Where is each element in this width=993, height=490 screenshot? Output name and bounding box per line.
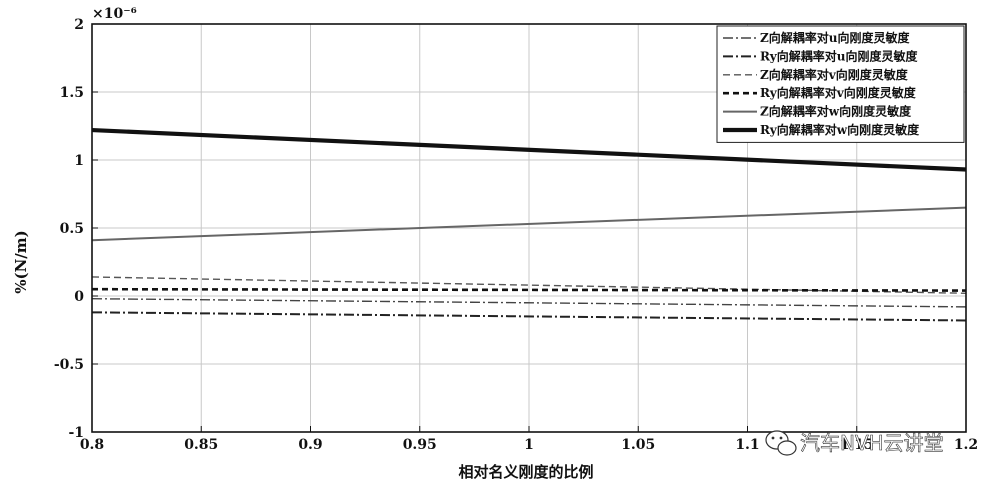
y-tick-label: 1 bbox=[74, 153, 84, 169]
legend-label-6: Ry向解耦率对w向刚度灵敏度 bbox=[760, 122, 920, 137]
series-line-2 bbox=[91, 311, 967, 322]
x-tick-label: 0.8 bbox=[80, 437, 104, 453]
x-tick-label: 1.1 bbox=[735, 437, 759, 453]
legend-label-1: Z向解耦率对u向刚度灵敏度 bbox=[760, 30, 910, 45]
x-tick-label: 1.15 bbox=[840, 437, 874, 453]
y-tick-label: -0.5 bbox=[54, 357, 84, 373]
plot-area: 0.8 0.85 0.9 0.95 1 1.05 1.1 1.15 1.2 -1 -0.5 0 0.5 1… bbox=[54, 17, 978, 453]
x-tick-label: 0.85 bbox=[184, 437, 218, 453]
series-line-6 bbox=[91, 127, 967, 172]
y-tick-label: 1.5 bbox=[60, 85, 84, 101]
x-tick-label: 1 bbox=[524, 437, 534, 453]
x-tick-label: 0.9 bbox=[298, 437, 322, 453]
y-tick-label: 2 bbox=[74, 17, 84, 33]
y-exponent-label: ×10⁻⁶ bbox=[92, 6, 137, 22]
watermark: 汽车NVH云讲堂 bbox=[765, 430, 944, 456]
y-tick-label: -1 bbox=[68, 425, 84, 441]
x-axis-title: 相对名义刚度的比例 bbox=[458, 463, 593, 481]
legend: Z向解耦率对u向刚度灵敏度 Ry向解耦率对u向刚度灵敏度 Z向解耦率对v向刚度灵敏度… bbox=[716, 25, 965, 143]
legend-label-2: Ry向解耦率对u向刚度灵敏度 bbox=[760, 48, 918, 63]
legend-label-4: Ry向解耦率对v向刚度灵敏度 bbox=[760, 85, 917, 100]
series-line-5 bbox=[91, 206, 967, 242]
series-line-1 bbox=[91, 298, 967, 308]
legend-label-5: Z向解耦率对w向刚度灵敏度 bbox=[760, 104, 912, 119]
legend-box bbox=[716, 25, 965, 143]
wechat-icon bbox=[765, 430, 797, 456]
y-tick-label: 0.5 bbox=[60, 221, 84, 237]
series-line-3 bbox=[91, 276, 967, 294]
x-tick-label: 0.95 bbox=[403, 437, 437, 453]
y-tick-label: 0 bbox=[74, 289, 84, 305]
legend-label-3: Z向解耦率对v向刚度灵敏度 bbox=[760, 67, 909, 82]
x-tick-label: 1.05 bbox=[621, 437, 655, 453]
watermark-text: 汽车NVH云讲堂 bbox=[800, 431, 944, 455]
x-tick-label: 1.2 bbox=[954, 437, 978, 453]
series-line-4 bbox=[91, 287, 967, 292]
y-axis-title: %(N/m) bbox=[12, 230, 30, 294]
